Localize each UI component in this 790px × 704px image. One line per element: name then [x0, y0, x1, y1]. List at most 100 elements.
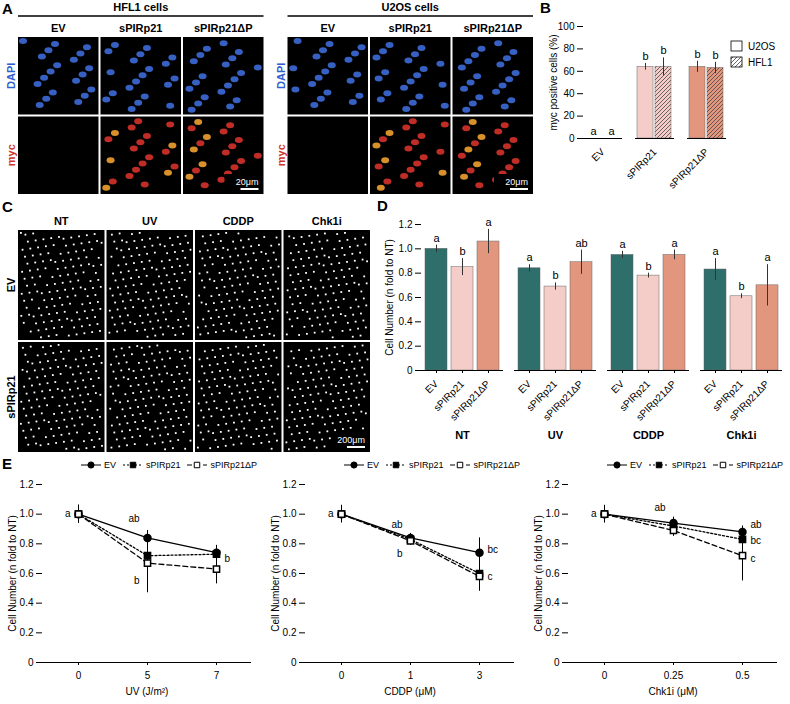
svg-text:0.2: 0.2 — [20, 627, 34, 638]
svg-text:a: a — [764, 251, 771, 263]
svg-text:Cell Number (n fold to NT): Cell Number (n fold to NT) — [384, 239, 395, 356]
svg-text:Chk1i: Chk1i — [727, 429, 757, 441]
svg-text:b: b — [552, 269, 558, 281]
svg-text:a: a — [591, 508, 597, 519]
svg-text:3: 3 — [477, 670, 483, 681]
svg-text:1.2: 1.2 — [283, 479, 297, 490]
svg-text:ab: ab — [751, 519, 763, 530]
svg-text:0.25: 0.25 — [664, 670, 684, 681]
svg-text:Chk1i: Chk1i — [312, 215, 342, 227]
svg-text:U2OS cells: U2OS cells — [382, 1, 439, 13]
svg-text:ab: ab — [128, 513, 140, 524]
svg-text:5: 5 — [145, 670, 151, 681]
svg-text:bc: bc — [751, 535, 762, 546]
svg-text:0: 0 — [28, 657, 34, 668]
svg-text:C: C — [2, 198, 13, 215]
svg-text:20: 20 — [563, 110, 575, 121]
svg-text:sPIRp21: sPIRp21 — [5, 375, 17, 418]
svg-text:CDDP: CDDP — [633, 429, 664, 441]
svg-text:0.8: 0.8 — [546, 538, 560, 549]
svg-text:200μm: 200μm — [337, 435, 365, 445]
svg-text:b: b — [225, 553, 231, 564]
svg-text:a: a — [671, 237, 678, 249]
svg-text:sPIRp21ΔP: sPIRp21ΔP — [448, 378, 493, 423]
svg-text:UV: UV — [142, 215, 158, 227]
svg-text:sPIRp21ΔP: sPIRp21ΔP — [194, 22, 253, 34]
svg-text:HFL1 cells: HFL1 cells — [113, 1, 168, 13]
svg-text:EV: EV — [589, 146, 606, 163]
svg-text:0: 0 — [554, 657, 560, 668]
svg-text:0.8: 0.8 — [20, 538, 34, 549]
svg-text:1: 1 — [408, 670, 414, 681]
svg-text:20μm: 20μm — [505, 177, 528, 187]
svg-text:b: b — [134, 575, 140, 586]
svg-text:sPIRp21ΔP: sPIRp21ΔP — [666, 146, 711, 191]
svg-text:0: 0 — [291, 657, 297, 668]
svg-text:0.4: 0.4 — [546, 597, 560, 608]
svg-text:DAPI: DAPI — [275, 63, 287, 89]
svg-text:sPIRp21ΔP: sPIRp21ΔP — [634, 378, 679, 423]
svg-text:a: a — [433, 232, 440, 244]
svg-text:myc: myc — [275, 144, 287, 166]
svg-text:EV: EV — [51, 22, 66, 34]
svg-text:0.6: 0.6 — [399, 292, 413, 303]
svg-text:1.0: 1.0 — [20, 508, 34, 519]
svg-text:b: b — [738, 280, 744, 292]
svg-text:EV: EV — [5, 277, 17, 292]
svg-text:ab: ab — [575, 237, 587, 249]
svg-text:ab: ab — [654, 502, 666, 513]
svg-text:1.2: 1.2 — [546, 479, 560, 490]
svg-text:myc: myc — [5, 144, 17, 166]
svg-text:1.2: 1.2 — [399, 219, 413, 230]
svg-text:A: A — [2, 0, 13, 17]
svg-text:sPIRp21ΔP: sPIRp21ΔP — [541, 378, 586, 423]
svg-text:Cell Number (n fold to NT): Cell Number (n fold to NT) — [7, 515, 18, 632]
svg-text:sPIRp21ΔP: sPIRp21ΔP — [463, 22, 522, 34]
svg-text:bc: bc — [488, 544, 499, 555]
svg-text:1.0: 1.0 — [283, 508, 297, 519]
svg-text:c: c — [751, 553, 756, 564]
svg-text:a: a — [590, 125, 597, 137]
svg-text:UV: UV — [548, 429, 564, 441]
svg-text:0: 0 — [602, 670, 608, 681]
svg-text:0.6: 0.6 — [20, 568, 34, 579]
svg-text:a: a — [608, 125, 615, 137]
svg-text:0.6: 0.6 — [546, 568, 560, 579]
svg-text:sPIRp21ΔP: sPIRp21ΔP — [727, 378, 772, 423]
svg-text:b: b — [712, 49, 718, 61]
svg-text:b: b — [397, 548, 403, 559]
svg-text:1.2: 1.2 — [20, 479, 34, 490]
svg-text:0.4: 0.4 — [399, 316, 413, 327]
svg-text:a: a — [328, 508, 334, 519]
svg-text:sPIRp21: sPIRp21 — [624, 146, 659, 181]
svg-text:b: b — [660, 44, 666, 56]
svg-text:Chk1i (μM): Chk1i (μM) — [648, 686, 697, 697]
svg-text:EV: EV — [423, 378, 440, 395]
svg-text:0: 0 — [339, 670, 345, 681]
svg-text:CDDP (μM): CDDP (μM) — [384, 686, 436, 697]
svg-text:a: a — [65, 508, 71, 519]
svg-text:0.2: 0.2 — [546, 627, 560, 638]
svg-text:0: 0 — [407, 365, 413, 376]
svg-text:myc positive cells (%): myc positive cells (%) — [548, 34, 559, 130]
svg-text:0.6: 0.6 — [283, 568, 297, 579]
svg-text:NT: NT — [54, 215, 69, 227]
svg-text:60: 60 — [563, 66, 575, 77]
svg-text:80: 80 — [563, 43, 575, 54]
svg-text:0.8: 0.8 — [283, 538, 297, 549]
svg-text:0.8: 0.8 — [399, 267, 413, 278]
svg-text:Cell Number (n fold to NT): Cell Number (n fold to NT) — [270, 515, 281, 632]
svg-text:0.4: 0.4 — [283, 597, 297, 608]
svg-text:b: b — [645, 260, 651, 272]
svg-text:a: a — [619, 238, 626, 250]
svg-text:EV: EV — [516, 378, 533, 395]
svg-text:100: 100 — [558, 21, 575, 32]
svg-text:a: a — [712, 245, 719, 257]
svg-text:20μm: 20μm — [236, 177, 259, 187]
svg-text:NT: NT — [455, 429, 470, 441]
svg-text:UV (J/m²): UV (J/m²) — [126, 686, 169, 697]
svg-text:sPIRp21: sPIRp21 — [119, 22, 162, 34]
svg-text:c: c — [488, 571, 493, 582]
svg-text:7: 7 — [214, 670, 220, 681]
svg-text:40: 40 — [563, 88, 575, 99]
